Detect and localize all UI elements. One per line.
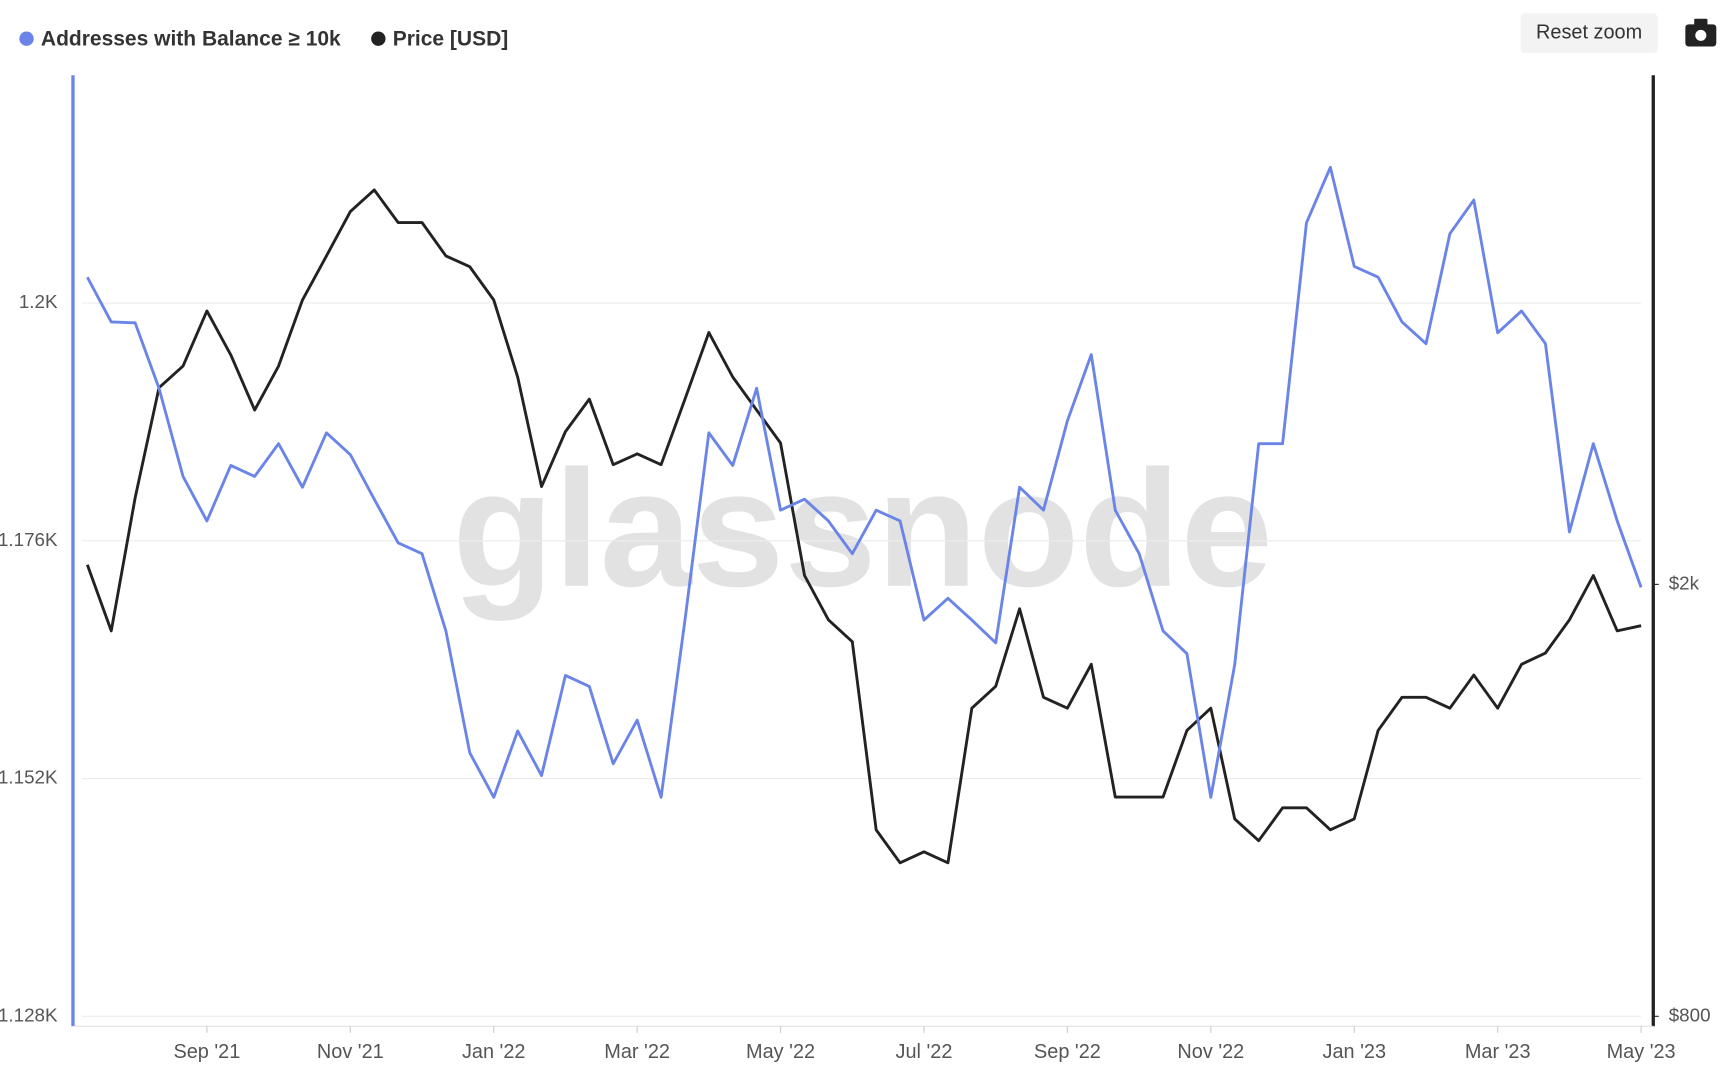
x-tick-label: Sep '22 (1034, 1041, 1101, 1063)
camera-top[interactable] (1694, 18, 1708, 26)
x-tick-label: Jan '23 (1322, 1041, 1386, 1063)
button-bg[interactable] (1520, 13, 1658, 54)
y-tick-label: 1.2K (19, 291, 58, 312)
legend-label[interactable]: Addresses with Balance ≥ 10k (41, 27, 341, 50)
x-tick-label: Jan '22 (462, 1041, 526, 1063)
x-tick-label: Nov '21 (317, 1041, 384, 1063)
legend-marker[interactable] (19, 31, 34, 46)
x-tick-label: Jul '22 (896, 1041, 953, 1063)
legend-label[interactable]: Price [USD] (393, 27, 509, 50)
y-tick-label: 1.176K (0, 529, 58, 550)
button-label[interactable]: Reset zoom (1536, 21, 1642, 43)
camera-lens[interactable] (1695, 29, 1707, 41)
watermark: glassnode (452, 437, 1272, 622)
y-tick-label: 1.128K (0, 1004, 58, 1025)
camera-icon[interactable] (1685, 18, 1717, 47)
series-line (86, 165, 1643, 799)
x-tick-label: May '22 (746, 1041, 815, 1063)
series-line (86, 188, 1642, 865)
y2-tick-label: $800 (1669, 1004, 1711, 1025)
reset-zoom-button[interactable]: Reset zoom (1520, 13, 1658, 54)
legend-marker[interactable] (371, 31, 386, 46)
x-tick-label: Nov '22 (1177, 1041, 1244, 1063)
x-tick-label: Mar '22 (604, 1041, 670, 1063)
y-tick-label: 1.152K (0, 767, 58, 788)
x-tick-label: Sep '21 (173, 1041, 240, 1063)
x-tick-label: Mar '23 (1465, 1041, 1531, 1063)
x-tick-label: May '23 (1607, 1041, 1676, 1063)
y2-tick-label: $2k (1669, 572, 1700, 593)
